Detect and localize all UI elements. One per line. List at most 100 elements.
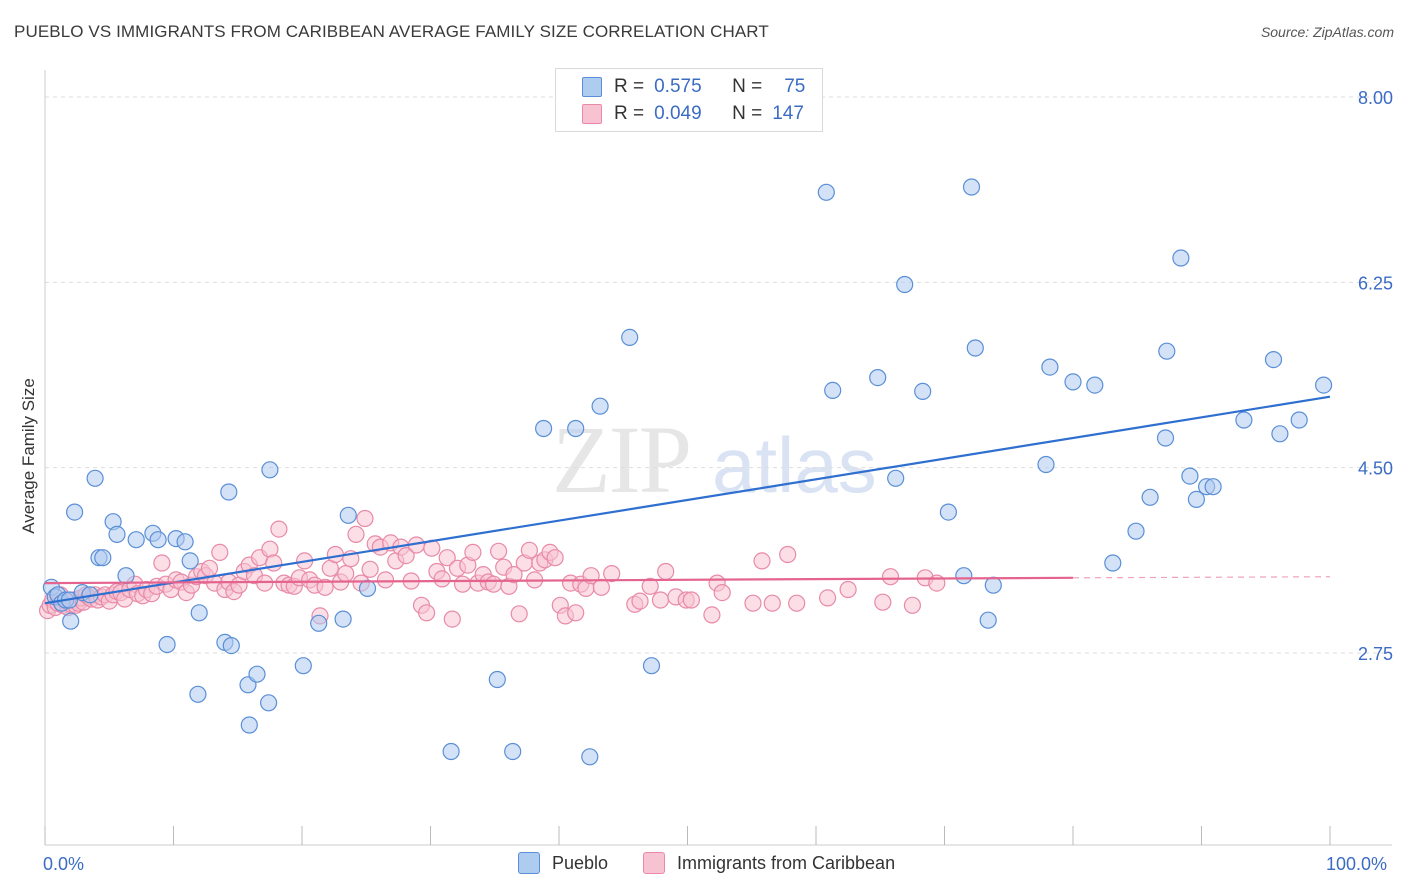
data-point	[153, 554, 171, 572]
data-point	[490, 542, 508, 560]
legend-swatch-pueblo	[582, 77, 602, 97]
data-point	[220, 483, 238, 501]
data-point	[979, 611, 997, 629]
data-point	[443, 610, 461, 628]
legend-row-caribbean: R = 0.049 N = 147	[556, 100, 804, 128]
data-point	[339, 506, 357, 524]
data-point	[442, 742, 460, 761]
data-point	[641, 577, 659, 595]
data-point	[651, 591, 670, 609]
y-tick-label: 2.75	[1358, 644, 1393, 664]
data-point	[222, 636, 240, 655]
data-point	[356, 509, 374, 528]
data-point	[881, 568, 900, 586]
legend-n-value-caribbean: 147	[772, 103, 804, 124]
data-point	[839, 580, 857, 599]
data-point	[211, 543, 229, 562]
data-point	[817, 183, 835, 201]
data-point	[108, 525, 126, 544]
data-point	[1172, 249, 1190, 267]
data-point	[1064, 373, 1082, 391]
data-point	[358, 579, 377, 598]
data-point	[248, 665, 266, 683]
data-point	[1181, 467, 1199, 485]
data-point	[316, 578, 334, 596]
data-point	[1127, 522, 1145, 540]
data-point	[1187, 490, 1206, 508]
data-point	[753, 552, 771, 570]
data-point	[869, 369, 887, 387]
data-point	[117, 567, 135, 585]
x-tick-label-min: 0.0%	[43, 854, 85, 874]
data-point	[520, 541, 539, 559]
y-axis-title: Average Family Size	[19, 378, 38, 534]
data-point	[260, 694, 278, 712]
data-point	[65, 503, 84, 521]
data-point	[966, 339, 984, 357]
series-caribbean	[38, 509, 946, 628]
legend-label-caribbean: Immigrants from Caribbean	[677, 852, 896, 873]
series-legend: Pueblo Immigrants from Caribbean	[0, 852, 1406, 876]
data-point	[534, 419, 553, 438]
data-point	[86, 469, 104, 487]
data-point	[763, 594, 781, 612]
axes	[44, 70, 1392, 846]
series-pueblo	[42, 178, 1333, 766]
data-point	[1204, 478, 1222, 496]
data-point	[1086, 376, 1104, 394]
legend-n-value-pueblo: 75	[784, 76, 806, 97]
data-point	[903, 596, 922, 614]
data-point	[703, 606, 721, 624]
data-point	[270, 520, 288, 538]
data-point	[510, 605, 528, 623]
data-point	[1314, 376, 1333, 394]
data-point	[962, 178, 981, 196]
legend-swatch-pueblo	[518, 852, 540, 874]
data-point	[744, 594, 762, 612]
data-point	[1156, 429, 1175, 447]
data-point	[1037, 455, 1055, 474]
data-point	[190, 604, 208, 622]
data-point	[1264, 351, 1283, 369]
data-point	[488, 670, 506, 689]
data-point	[567, 419, 585, 438]
data-point	[1290, 411, 1308, 429]
y-tick-label: 6.25	[1358, 273, 1393, 293]
data-point	[261, 461, 279, 479]
data-point	[62, 612, 80, 630]
data-point	[127, 531, 145, 549]
data-point	[581, 748, 599, 766]
legend-n-label: N =	[732, 103, 763, 124]
legend-r-label: R =	[614, 76, 645, 97]
data-point	[788, 594, 806, 612]
data-point	[504, 742, 522, 761]
watermark-atlas: atlas	[712, 421, 877, 509]
data-point	[454, 575, 472, 593]
y-tick-label: 8.00	[1358, 88, 1393, 108]
data-point	[397, 546, 415, 565]
data-point	[1158, 342, 1176, 360]
legend-row-pueblo: R = 0.575 N = 75	[556, 73, 805, 101]
data-point	[240, 716, 258, 734]
data-point	[642, 657, 661, 675]
legend-r-value-pueblo: 0.575	[654, 76, 702, 97]
data-point	[874, 593, 892, 611]
data-point	[1271, 425, 1289, 443]
data-point	[824, 381, 842, 399]
data-point	[955, 567, 973, 585]
data-point	[887, 469, 905, 487]
data-point	[337, 564, 355, 583]
source-label: Source: ZipAtlas.com	[1260, 24, 1394, 40]
legend-n-label: N =	[732, 76, 763, 97]
legend-r-label: R =	[614, 103, 645, 124]
legend-swatch-caribbean	[643, 852, 665, 874]
data-point	[418, 604, 436, 622]
data-point	[984, 576, 1002, 594]
data-point	[464, 543, 482, 562]
data-point	[939, 503, 958, 521]
data-point	[1041, 358, 1059, 376]
data-point	[914, 382, 932, 400]
data-point	[818, 589, 837, 607]
data-point	[713, 583, 731, 602]
trendline-caribbean	[44, 576, 1074, 585]
